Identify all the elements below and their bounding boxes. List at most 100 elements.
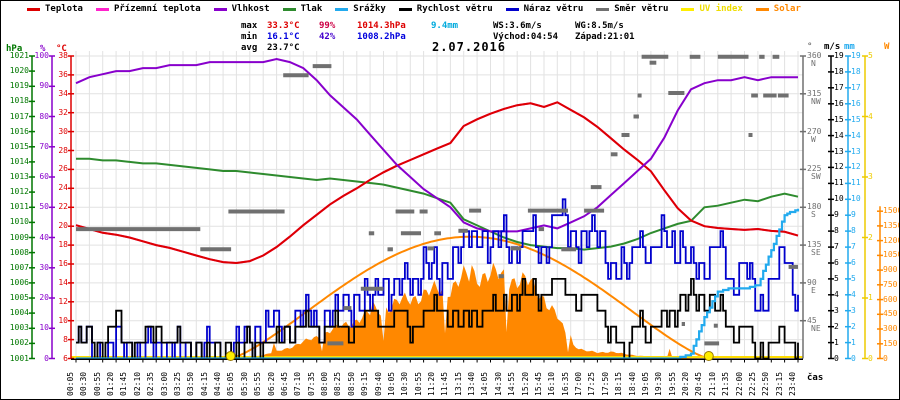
legend-label: Přízemní teplota [113, 4, 201, 14]
time-tick-label: 00:30 [79, 371, 89, 396]
axis-tick-label: 6 [63, 353, 68, 363]
axis-tick-label: 180 [807, 202, 822, 212]
axis-tick-label: 1016 [9, 126, 29, 136]
axis-tick-label: 60 [39, 172, 49, 181]
time-tick-label: 09:15 [360, 371, 370, 396]
axis-tick-label: 13 [834, 146, 844, 156]
axis-tick-label: 1011 [9, 202, 29, 212]
axis-tick-label: 20 [39, 293, 49, 302]
axis-tick-label: 8 [851, 226, 856, 236]
axis-tick-label: NE [811, 323, 821, 333]
stats-value: 1008.2hPa [357, 32, 406, 42]
axis-tick-label: 1200 [883, 235, 899, 245]
time-tick-label: 21:10 [707, 371, 717, 396]
axis-tick-label: 12 [851, 162, 861, 172]
wind-speed-line [76, 278, 799, 360]
legend-item: Náraz větru [505, 4, 583, 14]
time-tick-label: 08:50 [346, 371, 356, 396]
axis-tick-label: 18 [58, 240, 68, 250]
stats-value: 16.1°C [267, 32, 300, 42]
axis-tick-label: 32 [58, 107, 68, 117]
axis-tick-label: 1012 [9, 187, 29, 197]
axis-tick-label: 16 [851, 98, 861, 108]
legend-label: Solar [773, 4, 801, 14]
sunset-time: Západ:21:01 [575, 32, 635, 42]
axis-tick-label: 26 [58, 164, 68, 174]
time-tick-label: 10:30 [400, 371, 410, 396]
axis-tick-label: 18 [851, 66, 861, 76]
time-tick-label: 02:35 [146, 371, 156, 396]
stats-value: 33.3°C [267, 21, 300, 31]
legend-swatch [505, 7, 519, 11]
legend-swatch [755, 7, 769, 11]
axis-tick-label: 1018 [9, 96, 29, 106]
time-tick-label: 06:45 [279, 371, 289, 396]
legend-label: Tlak [300, 4, 323, 14]
time-tick-label: 21:35 [721, 371, 731, 396]
legend-item: Přízemní teplota [95, 4, 201, 14]
axis-tick-label: 19 [834, 51, 844, 60]
time-tick-label: 23:40 [788, 371, 797, 396]
axis-tick-label: 6 [851, 257, 856, 267]
axis-header-ms: m/s [824, 42, 841, 52]
stats-value: 23.7°C [267, 43, 300, 53]
axis-tick-label: 90 [807, 277, 817, 287]
stats-row: avg 23.7°C [241, 43, 477, 54]
axis-header-celsius: °C [56, 44, 67, 54]
axis-tick-label: 135 [807, 240, 822, 250]
legend-label: UV index [699, 4, 743, 14]
legend-swatch [282, 7, 296, 11]
axis-tick-label: 750 [883, 279, 898, 289]
axis-tick-label: 3 [868, 172, 873, 181]
time-tick-label: 03:00 [159, 371, 169, 396]
sun-summary-row: Východ:04:54 Západ:21:01 [493, 32, 635, 43]
axis-tick-label: 1008 [9, 247, 29, 257]
time-tick-label: 05:55 [253, 371, 263, 396]
time-tick-label: 03:50 [186, 371, 196, 396]
axis-tick-label: 8 [834, 226, 839, 236]
axis-tick-label: 28 [58, 145, 68, 155]
axis-tick-label: 9 [851, 210, 856, 220]
stats-row: max 33.3°C 99% 1014.3hPa 9.4mm [241, 21, 477, 32]
axis-tick-label: 1002 [9, 338, 29, 348]
axis-tick-label: 1 [834, 337, 839, 347]
time-tick-label: 14:30 [493, 371, 503, 396]
axis-tick-label: 11 [851, 178, 861, 188]
axis-tick-label: 7 [851, 242, 856, 252]
legend-label: Rychlost větru [416, 4, 493, 14]
axis-tick-label: 1004 [9, 308, 29, 318]
axis-tick-label: 80 [39, 111, 49, 121]
time-tick-label: 11:20 [427, 371, 436, 396]
axis-tick-label: 0 [44, 353, 49, 363]
time-tick-label: 10:05 [386, 371, 396, 396]
axis-tick-label: 0 [883, 353, 888, 363]
axis-tick-label: 1020 [9, 66, 29, 76]
stats-value: 42% [319, 32, 336, 42]
axis-tick-label: 4 [834, 289, 839, 299]
axis-tick-label: 0 [868, 353, 873, 363]
axis-tick-label: 30 [39, 262, 49, 272]
time-tick-label: 17:50 [600, 371, 610, 396]
legend-item: Rychlost větru [398, 4, 493, 14]
stats-value: 1014.3hPa [357, 21, 406, 31]
time-tick-label: 04:40 [213, 371, 223, 396]
legend-item: Tlak [282, 4, 323, 14]
axis-tick-label: 1015 [9, 141, 29, 151]
axis-tick-label: SW [811, 172, 821, 182]
time-tick-label: 01:20 [106, 371, 116, 396]
axis-header-mm: mm [844, 42, 855, 52]
legend-label: Teplota [45, 4, 83, 14]
axis-tick-label: 7 [834, 242, 839, 252]
time-tick-label: 14:05 [480, 371, 490, 396]
axis-tick-label: 90 [39, 81, 49, 91]
axis-tick-label: 360 [807, 51, 822, 60]
axis-tick-label: 1014 [9, 156, 29, 166]
time-tick-label: 15:45 [533, 371, 543, 396]
legend-swatch [27, 7, 40, 11]
wind-summary-row: WS:3.6m/s WG:8.5m/s [493, 21, 635, 32]
time-tick-label: 13:15 [453, 371, 463, 396]
axis-tick-label: 10 [58, 315, 68, 325]
legend-item: Směr větru [596, 4, 668, 14]
